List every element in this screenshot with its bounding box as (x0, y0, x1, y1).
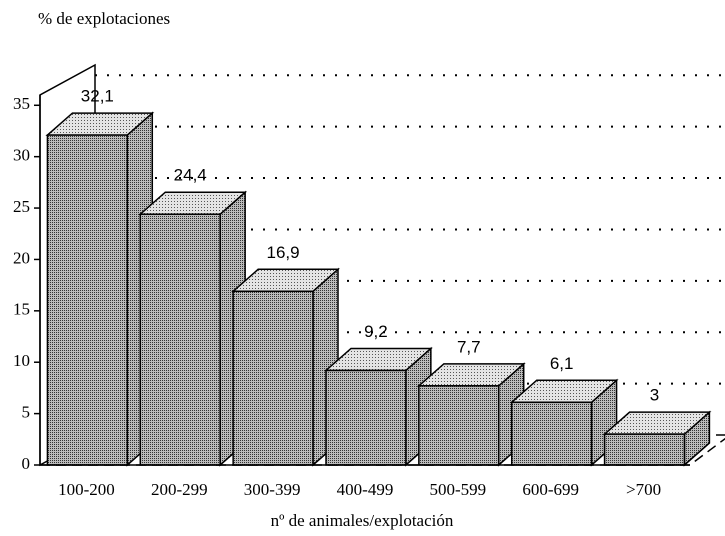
bar (603, 433, 686, 466)
y-tick-label: 20 (13, 248, 30, 267)
value-label: 32,1 (81, 87, 114, 106)
y-tick-label: 25 (13, 197, 30, 216)
bar (418, 385, 500, 466)
x-tick-label: 200-299 (151, 480, 208, 499)
y-tick-label: 10 (13, 351, 30, 370)
value-label: 16,9 (267, 243, 300, 262)
bar (139, 213, 221, 466)
y-tick-label: 30 (13, 146, 30, 165)
x-tick-label: 100-200 (58, 480, 115, 499)
x-axis-title: nº de animales/explotación (271, 511, 454, 530)
y-tick-label: 0 (22, 454, 31, 473)
bar (232, 290, 314, 466)
bar (325, 369, 407, 466)
y-tick-label: 15 (13, 300, 30, 319)
x-tick-label: 500-599 (430, 480, 487, 499)
y-tick-label: 35 (13, 94, 30, 113)
bar (510, 401, 593, 466)
value-label: 3 (650, 386, 659, 405)
y-axis-title: % de explotaciones (38, 9, 170, 28)
y-tick-label: 5 (22, 403, 31, 422)
x-tick-label: 400-499 (337, 480, 394, 499)
x-tick-label: 600-699 (522, 480, 579, 499)
bar (46, 134, 129, 466)
value-label: 24,4 (174, 166, 207, 185)
value-label: 6,1 (550, 354, 574, 373)
value-label: 9,2 (364, 322, 388, 341)
x-tick-label: 300-399 (244, 480, 301, 499)
x-tick-label: >700 (626, 480, 661, 499)
value-label: 7,7 (457, 337, 481, 356)
